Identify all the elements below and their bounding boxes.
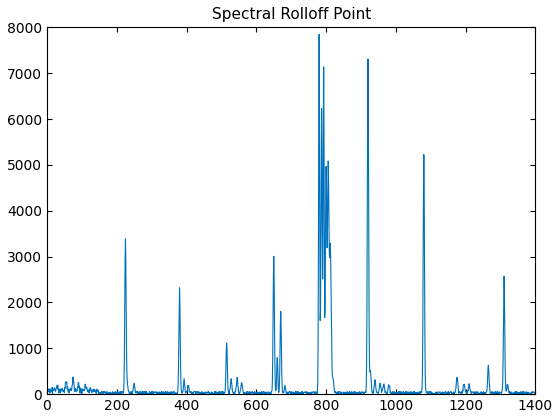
Title: Spectral Rolloff Point: Spectral Rolloff Point xyxy=(212,7,371,22)
